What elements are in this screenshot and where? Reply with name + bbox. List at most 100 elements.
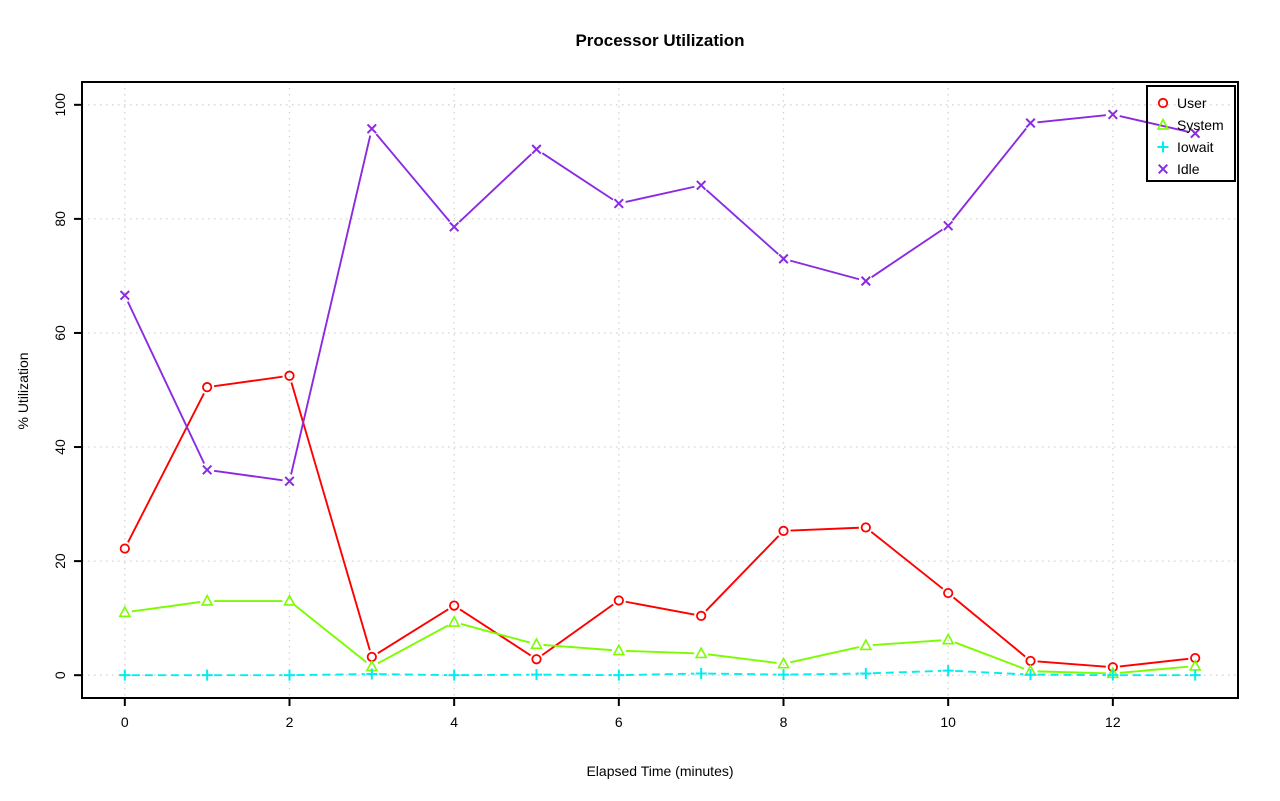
y-tick-label: 0 bbox=[52, 671, 68, 679]
line-segment bbox=[870, 531, 944, 590]
data-point-circle bbox=[778, 525, 789, 536]
data-point-triangle bbox=[612, 643, 626, 656]
y-axis-label: % Utilization bbox=[15, 352, 31, 430]
data-point-plus bbox=[530, 669, 542, 681]
series-markers-idle bbox=[119, 109, 1201, 487]
line-segment bbox=[625, 649, 695, 655]
data-point-x bbox=[366, 123, 377, 134]
y-tick-label: 80 bbox=[52, 211, 68, 227]
data-point-circle bbox=[860, 522, 871, 533]
y-tick-label: 100 bbox=[52, 93, 68, 117]
line-segment bbox=[625, 672, 695, 676]
data-point-plus bbox=[695, 667, 707, 679]
data-point-plus bbox=[1107, 669, 1119, 681]
series-line-system bbox=[131, 600, 1189, 675]
line-segment bbox=[952, 596, 1026, 658]
line-segment bbox=[213, 469, 283, 482]
y-tick-label: 60 bbox=[52, 325, 68, 341]
line-segment bbox=[790, 526, 859, 532]
line-segment bbox=[790, 672, 859, 676]
x-tick-labels: 0 2 4 6 8 10 12 bbox=[121, 714, 1121, 730]
legend-box: User System Iowait Idle bbox=[1146, 85, 1236, 182]
grid-lines bbox=[82, 82, 1238, 698]
data-point-plus bbox=[1025, 669, 1037, 681]
data-point-circle bbox=[696, 610, 707, 621]
line-segment bbox=[625, 185, 695, 203]
line-segment bbox=[377, 624, 449, 665]
data-point-circle bbox=[119, 543, 130, 554]
data-point-x bbox=[531, 144, 542, 155]
line-segment bbox=[377, 608, 449, 655]
legend-label: User bbox=[1177, 95, 1207, 111]
data-point-x bbox=[860, 276, 871, 287]
line-segment bbox=[290, 382, 371, 651]
y-tick-label: 20 bbox=[52, 553, 68, 569]
data-point-x bbox=[449, 221, 460, 232]
data-point-triangle bbox=[1188, 658, 1202, 671]
line-segment bbox=[705, 535, 780, 612]
line-segment bbox=[458, 153, 533, 223]
line-segment bbox=[543, 643, 612, 652]
line-segment bbox=[290, 135, 372, 475]
line-segment bbox=[460, 623, 530, 644]
series-line-idle bbox=[126, 114, 1189, 482]
legend-marker-x-icon bbox=[1157, 163, 1169, 175]
line-segment bbox=[126, 301, 206, 464]
line-segment bbox=[872, 639, 942, 646]
y-tick-label: 40 bbox=[52, 439, 68, 455]
x-axis-label: Elapsed Time (minutes) bbox=[586, 763, 734, 779]
line-segment bbox=[1119, 115, 1189, 133]
data-point-plus bbox=[119, 669, 131, 681]
legend-marker-plus-icon bbox=[1157, 141, 1169, 153]
legend-label: System bbox=[1177, 117, 1224, 133]
data-point-plus bbox=[860, 667, 872, 679]
x-tick-label: 12 bbox=[1105, 714, 1121, 730]
plot-border bbox=[81, 81, 1239, 699]
data-point-x bbox=[613, 198, 624, 209]
line-segment bbox=[541, 152, 614, 201]
data-point-circle bbox=[531, 654, 542, 665]
line-segment bbox=[294, 604, 367, 664]
data-point-triangle bbox=[694, 646, 708, 659]
data-point-x bbox=[284, 476, 295, 487]
line-segment bbox=[708, 672, 777, 676]
series-line-iowait bbox=[131, 669, 1189, 677]
line-segment bbox=[790, 646, 860, 664]
line-segment bbox=[131, 601, 201, 613]
line-segment bbox=[951, 127, 1027, 221]
data-point-triangle bbox=[447, 615, 461, 627]
x-tick-label: 4 bbox=[450, 714, 458, 730]
legend-marker-circle-icon bbox=[1157, 97, 1169, 109]
data-point-plus bbox=[778, 669, 790, 681]
legend-label: Idle bbox=[1177, 161, 1200, 177]
data-point-plus bbox=[1189, 669, 1201, 681]
data-point-x bbox=[1025, 118, 1036, 129]
data-point-x bbox=[119, 290, 130, 301]
legend-item-iowait: Iowait bbox=[1148, 136, 1234, 158]
data-point-circle bbox=[449, 600, 460, 611]
line-segment bbox=[1119, 665, 1189, 674]
data-point-plus bbox=[942, 665, 954, 677]
data-point-triangle bbox=[200, 593, 214, 606]
data-point-x bbox=[202, 464, 213, 475]
data-point-plus bbox=[201, 669, 213, 681]
data-point-x bbox=[778, 253, 789, 264]
line-segment bbox=[790, 259, 860, 281]
data-point-triangle bbox=[118, 605, 132, 618]
line-segment bbox=[1119, 657, 1189, 668]
data-point-plus bbox=[1157, 141, 1169, 153]
data-point-x bbox=[1190, 128, 1201, 139]
legend-marker-triangle-icon bbox=[1156, 117, 1170, 130]
legend-item-user: User bbox=[1148, 92, 1234, 114]
data-point-x bbox=[696, 180, 707, 191]
x-tick-label: 8 bbox=[780, 714, 788, 730]
x-tick-label: 2 bbox=[286, 714, 294, 730]
data-point-circle bbox=[943, 587, 954, 599]
line-segment bbox=[871, 228, 943, 278]
line-segment bbox=[127, 392, 205, 543]
data-point-plus bbox=[283, 669, 295, 681]
x-tick-label: 10 bbox=[940, 714, 956, 730]
line-segment bbox=[707, 653, 777, 664]
